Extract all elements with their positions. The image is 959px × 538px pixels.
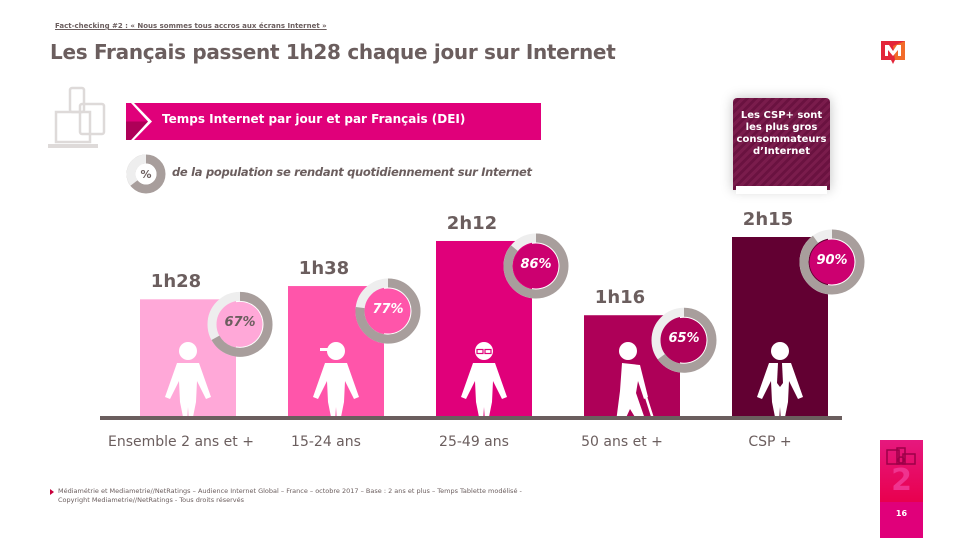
donut-value-arc xyxy=(503,233,569,299)
donut-center xyxy=(513,243,559,289)
callout-text: Les CSP+ sont les plus gros consommateur… xyxy=(733,110,830,158)
category-label: 50 ans et + xyxy=(581,434,663,450)
youth-cap-figure-icon xyxy=(313,342,359,422)
time-label: 1h16 xyxy=(594,287,646,309)
kicker-subtitle: Fact-checking #2 : « Nous sommes tous ac… xyxy=(55,22,327,30)
callout-line: les plus gros xyxy=(745,122,818,133)
percent-donut-icon: % xyxy=(126,154,166,194)
callout-line: d’Internet xyxy=(753,146,810,157)
donut-symbol: % xyxy=(140,168,151,181)
source-line-2: Copyright Mediametrie//NetRatings - Tous… xyxy=(58,496,244,504)
banner-label: Temps Internet par jour et par Français … xyxy=(162,112,466,126)
callout-base xyxy=(736,186,827,194)
section-number: 2 xyxy=(891,463,912,498)
csp-callout xyxy=(733,98,830,190)
time-label: 1h28 xyxy=(150,271,202,293)
mediametrie-logo-icon xyxy=(881,41,905,64)
time-label: 1h38 xyxy=(298,258,350,280)
donut-center xyxy=(661,317,707,363)
donut-value-arc xyxy=(211,291,273,357)
callout-line: Les CSP+ sont xyxy=(740,110,823,121)
category-label: CSP + xyxy=(748,434,792,450)
source-note: Médiamétrie et Mediametrie//NetRatings –… xyxy=(58,487,522,505)
baseline-axis xyxy=(100,416,842,420)
percent-label: 77% xyxy=(372,302,404,318)
callout-line: consommateurs xyxy=(736,134,827,145)
donut-center xyxy=(217,301,263,347)
donut-center xyxy=(365,288,411,334)
donut-value-arc xyxy=(799,229,865,295)
page-title: Les Français passent 1h28 chaque jour su… xyxy=(50,40,616,64)
donut-legend-label: de la population se rendant quotidiennem… xyxy=(172,165,532,179)
percent-label: 86% xyxy=(520,256,552,272)
dei-banner xyxy=(126,103,541,140)
donut-value-arc xyxy=(657,307,717,373)
businessman-tie-figure-icon xyxy=(757,342,803,422)
donut-value-arc xyxy=(355,278,421,344)
source-bullet-icon xyxy=(50,489,54,495)
percent-label: 65% xyxy=(668,331,700,347)
category-label: 15-24 ans xyxy=(291,434,361,450)
category-label: Ensemble 2 ans et + xyxy=(108,434,254,450)
page-number: 16 xyxy=(895,509,908,518)
devices-icon xyxy=(48,86,106,148)
adult-glasses-figure-icon xyxy=(461,342,507,422)
devices-small-icon xyxy=(886,447,916,465)
time-label: 2h15 xyxy=(742,209,794,230)
source-line-1: Médiamétrie et Mediametrie//NetRatings –… xyxy=(58,487,522,495)
percent-label: 90% xyxy=(816,253,848,268)
senior-cane-figure-icon xyxy=(616,342,656,423)
donut-center xyxy=(809,239,855,285)
category-label: 25-49 ans xyxy=(439,434,509,450)
banner-arrow-icon xyxy=(126,103,152,140)
time-label: 2h12 xyxy=(446,212,498,234)
adult-figure-icon xyxy=(165,342,211,422)
percent-label: 67% xyxy=(224,315,256,331)
